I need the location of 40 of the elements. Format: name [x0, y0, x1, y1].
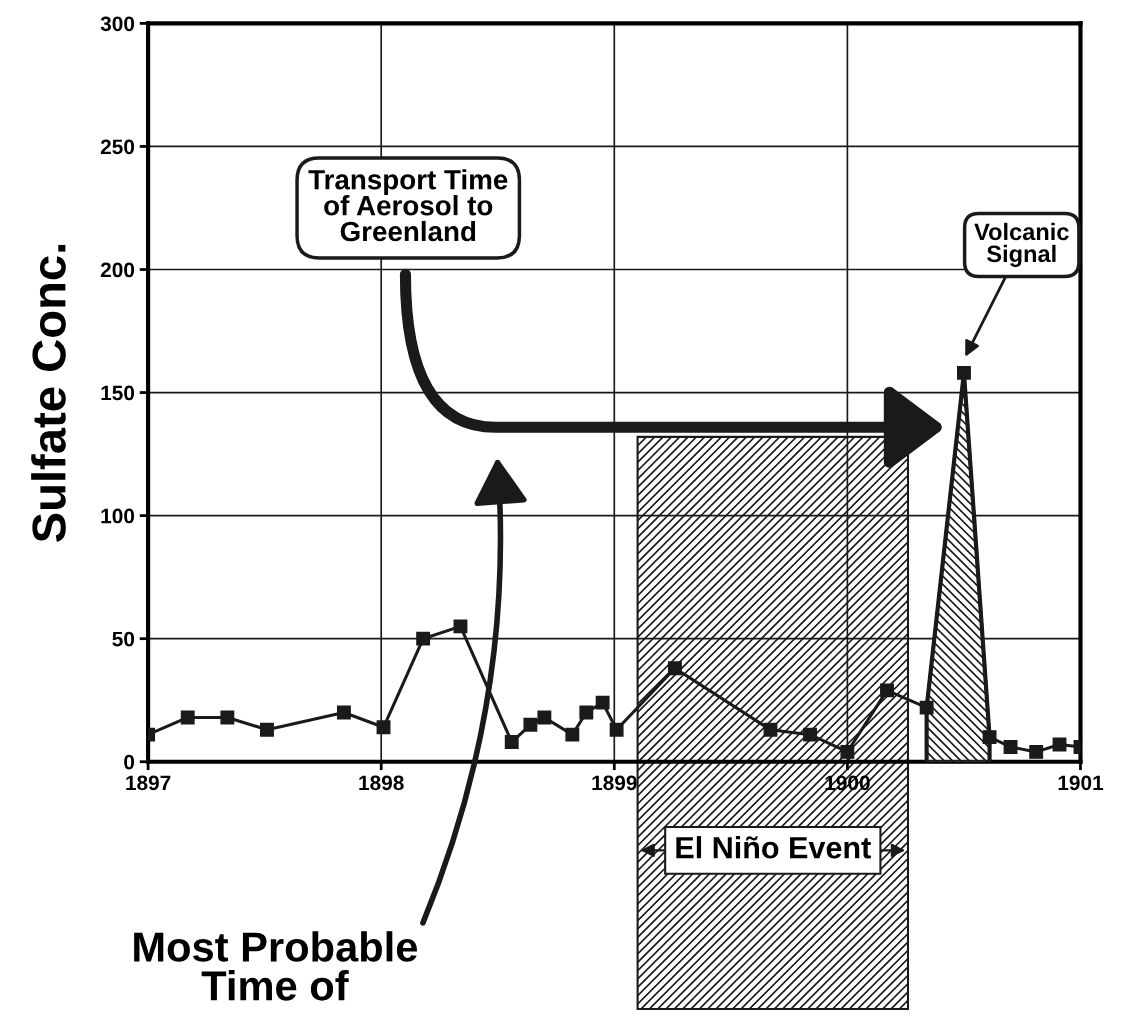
y-tick-label: 250 [100, 139, 135, 155]
point [416, 631, 431, 646]
point [803, 727, 818, 742]
point [523, 717, 538, 732]
point [982, 730, 997, 745]
point [919, 700, 934, 715]
point [763, 722, 778, 737]
point [1003, 740, 1018, 754]
point [667, 661, 682, 676]
x-tick-label: 1897 [126, 775, 171, 791]
y-tick-label: 150 [101, 385, 135, 401]
point [595, 695, 610, 710]
point [260, 722, 274, 737]
point [453, 619, 468, 634]
point [220, 710, 235, 725]
point [956, 365, 971, 380]
band-label: El Niño Event [676, 836, 871, 859]
point [336, 705, 351, 720]
y-tick-label: 300 [100, 16, 135, 32]
y-tick-label: 0 [124, 754, 135, 770]
y-axis-title: Sulfate Conc. [31, 244, 66, 543]
y-tick-label: 100 [101, 508, 135, 524]
x-tick-label: 1899 [592, 775, 637, 791]
point [180, 710, 195, 725]
point [537, 710, 552, 725]
text: Most Probable Time of [134, 931, 418, 1001]
y-tick-label: 200 [100, 262, 135, 278]
annotation: Transport Time of Aerosol to Greenland [308, 169, 508, 242]
y-tick-label: 50 [112, 631, 135, 647]
x-tick-label: 1901 [1058, 775, 1104, 791]
point [1029, 744, 1044, 759]
point [504, 735, 519, 749]
point [376, 720, 391, 735]
point [565, 727, 580, 742]
point [609, 722, 624, 737]
point [880, 683, 894, 698]
annotation: Volcanic Signal [974, 222, 1069, 267]
x-tick-label: 1898 [359, 775, 404, 791]
point [579, 705, 594, 720]
point [840, 744, 855, 759]
